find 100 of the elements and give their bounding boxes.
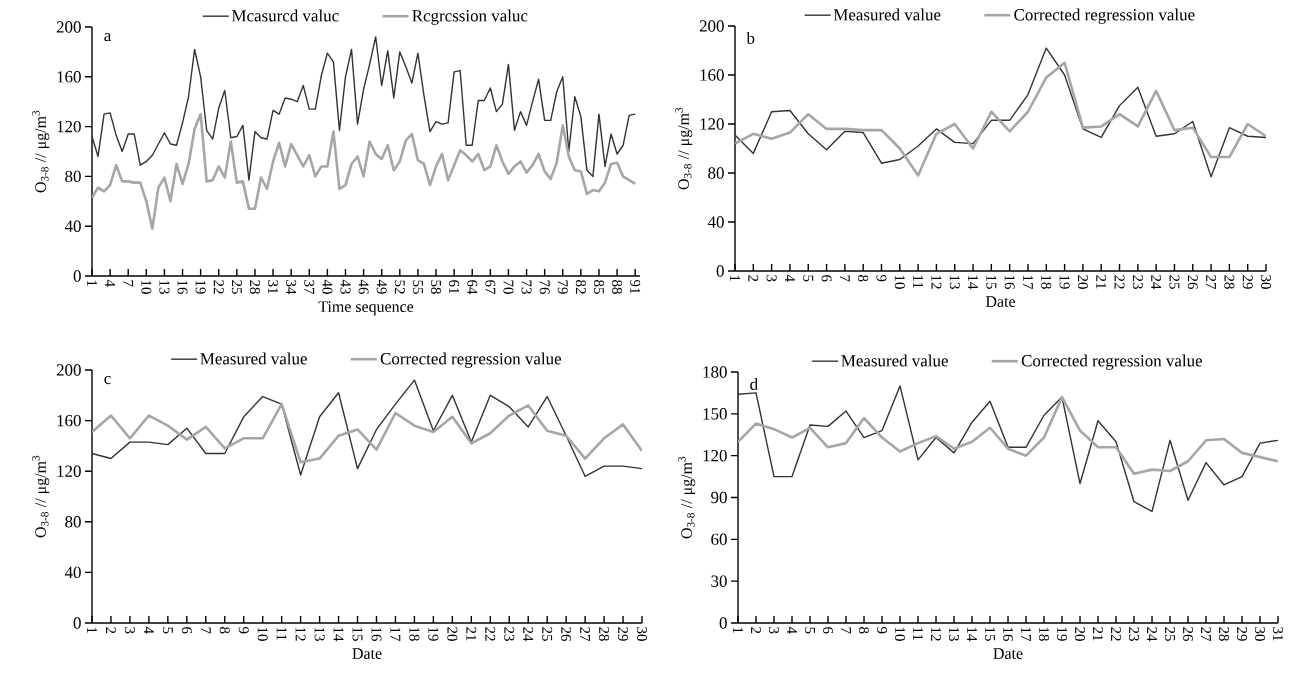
line-series — [92, 402, 642, 464]
x-tick-label: 26 — [1187, 275, 1198, 290]
x-tick-label: 6 — [181, 627, 192, 634]
x-tick-label: 6 — [821, 275, 832, 282]
x-tick-label: 24 — [1147, 627, 1157, 642]
x-tick-label: 8 — [858, 275, 869, 282]
y-tick-label: 0 — [719, 617, 727, 629]
x-tick-label: 18 — [1041, 275, 1052, 289]
x-tick-label: 31 — [268, 280, 279, 294]
x-tick-label: 7 — [123, 280, 134, 287]
y-tick-label: 160 — [57, 414, 81, 427]
x-tick-label: 19 — [1057, 627, 1068, 641]
x-tick-label: 16 — [1003, 627, 1014, 642]
x-tick-label: 4 — [787, 626, 797, 634]
x-tick-label: 19 — [195, 280, 206, 294]
x-tick-label: 20 — [1074, 627, 1086, 641]
x-tick-label: 6 — [823, 627, 834, 634]
x-tick-label: 67 — [485, 280, 496, 295]
x-tick-label: 43 — [340, 279, 351, 294]
x-tick-label: 31 — [1273, 627, 1284, 641]
x-tick-label: 14 — [967, 627, 977, 642]
x-tick-label: 1 — [87, 280, 97, 287]
y-tick-label: 120 — [700, 118, 724, 130]
x-tick-label: 52 — [394, 280, 405, 294]
x-tick-label: 4 — [143, 626, 154, 634]
x-tick-label: 46 — [358, 279, 369, 295]
x-tick-label: 16 — [177, 280, 188, 295]
x-tick-label: 25 — [231, 280, 242, 294]
x-tick-label: 25 — [1165, 627, 1176, 641]
x-tick-label: 28 — [1224, 275, 1235, 289]
x-tick-label: 9 — [238, 627, 249, 634]
legend-label: Corrected regression value — [380, 352, 562, 368]
x-tick-label: 16 — [1004, 275, 1015, 290]
x-tick-label: 19 — [428, 627, 439, 641]
x-tick-label: 13 — [949, 627, 960, 641]
x-tick-label: 7 — [839, 275, 850, 282]
x-tick-label: 29 — [1242, 275, 1253, 289]
x-tick-label: 23 — [504, 627, 515, 641]
x-tick-label: 29 — [618, 627, 629, 641]
x-tick-label: 14 — [968, 275, 978, 290]
legend-label: Mcasurcd valuc — [231, 9, 339, 22]
annotation: a — [104, 33, 112, 42]
x-tick-label: 11 — [913, 627, 923, 641]
x-tick-label: 16 — [371, 627, 382, 642]
legend-label: Measured value — [200, 352, 307, 365]
y-axis-title: O$_{3-8}$ // μg/m$^{3}$ — [32, 110, 50, 193]
x-tick-label: 28 — [249, 280, 260, 294]
x-tick-label: 18 — [1038, 627, 1050, 641]
x-tick-label: 30 — [1254, 627, 1266, 641]
y-tick-label: 120 — [57, 465, 81, 477]
x-tick-label: 2 — [751, 627, 761, 634]
x-tick-label: 85 — [593, 280, 605, 294]
x-tick-label: 17 — [1021, 627, 1031, 642]
x-tick-label: 79 — [557, 280, 568, 294]
y-tick-label: 80 — [65, 170, 81, 183]
x-tick-label: 30 — [1260, 275, 1272, 289]
x-tick-label: 18 — [409, 627, 420, 641]
x-tick-label: 8 — [219, 627, 230, 634]
x-tick-label: 23 — [1129, 627, 1140, 641]
x-tick-label: 7 — [841, 627, 851, 634]
x-tick-label: 61 — [449, 280, 460, 294]
y-tick-label: 30 — [711, 575, 727, 587]
y-tick-label: 160 — [700, 69, 724, 81]
x-tick-label: 91 — [630, 280, 641, 294]
x-tick-label: 9 — [876, 275, 887, 282]
x-tick-label: 13 — [159, 280, 170, 294]
x-tick-label: 15 — [985, 627, 996, 641]
y-tick-label: 0 — [716, 265, 724, 277]
x-tick-label: 26 — [561, 627, 572, 642]
x-tick-label: 21 — [1096, 275, 1107, 289]
annotation: c — [104, 376, 111, 385]
x-tick-label: 40 — [322, 279, 333, 294]
x-tick-label: 13 — [314, 627, 325, 641]
x-tick-label: 22 — [485, 627, 496, 641]
y-tick-label: 80 — [65, 516, 81, 528]
y-tick-label: 160 — [57, 71, 81, 83]
y-tick-label: 150 — [703, 408, 727, 420]
y-tick-label: 120 — [703, 449, 727, 462]
x-tick-label: 28 — [599, 627, 610, 641]
x-tick-label: 20 — [1077, 275, 1088, 289]
y-axis-title: O$_{3-8}$ // μg/m$^{3}$ — [675, 107, 693, 190]
x-tick-label: 17 — [390, 627, 401, 642]
x-tick-label: 3 — [766, 275, 777, 282]
y-axis-title: O$_{3-8}$ // μg/m$^{3}$ — [678, 456, 696, 539]
x-tick-label: 10 — [257, 627, 268, 641]
x-axis-title: Date — [352, 648, 382, 659]
annotation: b — [746, 31, 755, 44]
x-tick-label: 4 — [105, 279, 116, 287]
x-tick-label: 64 — [467, 280, 478, 295]
y-tick-label: 60 — [711, 533, 727, 546]
x-tick-label: 2 — [748, 275, 759, 282]
y-tick-label: 200 — [699, 20, 724, 32]
y-tick-label: 0 — [73, 270, 81, 282]
x-tick-label: 34 — [286, 280, 297, 295]
x-tick-label: 20 — [447, 627, 458, 641]
x-tick-label: 10 — [894, 275, 905, 289]
x-tick-label: 28 — [1218, 627, 1230, 641]
x-tick-label: 21 — [466, 627, 477, 641]
x-tick-label: 24 — [1151, 275, 1162, 290]
y-tick-label: 180 — [703, 366, 727, 378]
